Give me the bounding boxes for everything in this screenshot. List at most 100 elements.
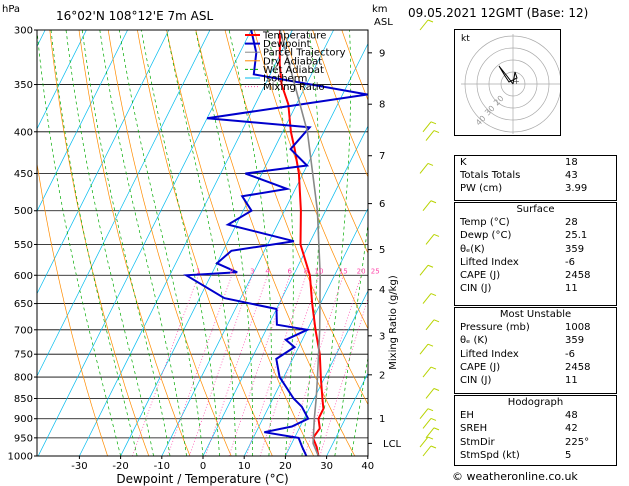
wet-adiabat (350, 355, 368, 456)
indices-box: K 18 Totals Totals 43 PW (cm) 3.99 (454, 155, 617, 201)
km-tick-label: 1 (379, 414, 385, 425)
mixing-ratio-line (259, 275, 320, 456)
wet-adiabat (65, 30, 154, 456)
isotherm (37, 30, 87, 130)
legend-item: Wet Adiabat (263, 65, 324, 76)
temperature-tick-label: 10 (238, 461, 251, 472)
hodograph-ring-30: 30 (483, 104, 497, 118)
wind-barb-flag (433, 130, 440, 133)
dry-adiabat (166, 30, 314, 456)
wet-adiabat (166, 30, 237, 456)
dry-adiabat (49, 30, 150, 456)
isotherm (37, 30, 252, 456)
km-tick-label: 7 (379, 151, 385, 162)
hodograph-panel: kt 40 30 20 + (454, 29, 562, 136)
mixing-ratio-label: 3 (250, 267, 254, 275)
pw-row: PW (cm) 3.99 (460, 183, 588, 195)
legend-item: Mixing Ratio (263, 82, 325, 93)
most-unstable-box: Most Unstable Pressure (mb) 1008 θₑ (K) 359… (454, 307, 617, 394)
mixing-ratio-label: 8 (304, 267, 308, 275)
mixing-ratio-label: 25 (371, 267, 380, 275)
temperature-tick-label: -30 (71, 461, 87, 472)
hodograph-plot: kt 40 30 20 + (461, 34, 562, 134)
pressure-tick-label: 500 (14, 206, 33, 217)
wet-adiabat (367, 453, 368, 456)
temperature-tick-label: -10 (154, 461, 170, 472)
date-label: 09.05.2021 12GMT (Base: 12) (408, 6, 589, 20)
hodograph-stat-row: SREH 42 (460, 423, 578, 435)
km-tick-label: 8 (379, 100, 385, 111)
isotherm (202, 125, 368, 456)
wind-barb-flag (430, 293, 437, 297)
wind-barb-flag (430, 121, 437, 125)
wind-barb-flag (427, 408, 434, 412)
pressure-tick-label: 950 (14, 433, 33, 444)
wet-adiabat (301, 30, 320, 456)
isotherm (243, 207, 368, 456)
wind-barb (425, 319, 435, 331)
wind-barb-flag (430, 445, 437, 449)
unstable-row: CIN (J) 11 (460, 374, 578, 386)
wind-barb-flag (427, 19, 434, 23)
hodograph-stat-row: StmSpd (kt) 5 (460, 449, 572, 461)
mixing-ratio-line (285, 275, 344, 456)
wind-barb (419, 264, 429, 276)
surface-box: Surface Temp (°C) 28 Dewp (°C) 25.1 θₑ(K) 359… (454, 202, 617, 306)
temperature-tick-label: 20 (279, 461, 292, 472)
isotherm (326, 372, 368, 456)
isotherm (161, 42, 368, 456)
mixing-ratio-line (167, 275, 233, 456)
wind-barb (419, 343, 429, 355)
mixing-ratio-line (132, 275, 199, 456)
isotherm (79, 30, 293, 456)
pressure-tick-label: 750 (14, 350, 33, 361)
legend-item: Temperature (262, 31, 326, 42)
wet-adiabat (334, 221, 368, 456)
pressure-tick-label: 850 (14, 394, 33, 405)
wet-adiabat (99, 30, 187, 456)
km-tick-label: 4 (379, 285, 385, 296)
isotherm (37, 30, 128, 212)
wind-barb-flag (433, 234, 440, 237)
wind-barb-flag (430, 417, 437, 421)
wind-barb (422, 293, 432, 304)
pressure-tick-label: 600 (14, 271, 33, 282)
unstable-row: Pressure (mb) 1008 (460, 322, 591, 334)
wind-barb-flag (427, 163, 434, 166)
x-axis-label: Dewpoint / Temperature (°C) (116, 472, 288, 486)
most-unstable-title: Most Unstable (499, 309, 572, 320)
wind-barb (422, 200, 432, 212)
surface-title: Surface (516, 204, 555, 215)
series-temperature (278, 30, 325, 456)
km-tick-label: 3 (379, 331, 385, 342)
wind-barb (419, 436, 429, 448)
wind-barb (422, 418, 432, 429)
mixing-ratio-line (304, 275, 362, 456)
pressure-tick-label: 300 (14, 26, 33, 37)
mixing-ratio-line (205, 275, 268, 456)
wet-adiabat (50, 30, 138, 456)
mixing-ratio-label: 20 (357, 267, 366, 275)
wind-barb-flag (427, 264, 434, 268)
mixing-ratio-label: 1 (196, 267, 200, 275)
mixing-ratio-label: 4 (265, 267, 270, 275)
wind-barb (419, 163, 429, 174)
unstable-row: CAPE (J) 2458 (460, 361, 591, 373)
wind-barb (419, 19, 429, 31)
legend-item: Parcel Trajectory (263, 48, 346, 59)
dry-adiabat (283, 30, 368, 255)
mixing-ratio-label: 15 (339, 267, 348, 275)
hodograph-stats-box: Hodograph EH 48 SREH 42 StmDir 225° StmSpd (kt… (454, 395, 617, 466)
pressure-tick-label: 350 (14, 80, 33, 91)
dry-adiabat (224, 30, 368, 406)
hodograph-ring-20: 20 (492, 94, 506, 108)
dry-adiabat (37, 161, 108, 456)
hodograph-stats-title: Hodograph (507, 397, 564, 408)
hodograph-trace (498, 65, 518, 85)
pressure-tick-label: 450 (14, 169, 33, 180)
wet-adiabat (37, 30, 121, 456)
km-tick-label: 9 (379, 48, 385, 59)
dry-adiabat (107, 30, 232, 456)
temperature-tick-label: 0 (200, 461, 206, 472)
